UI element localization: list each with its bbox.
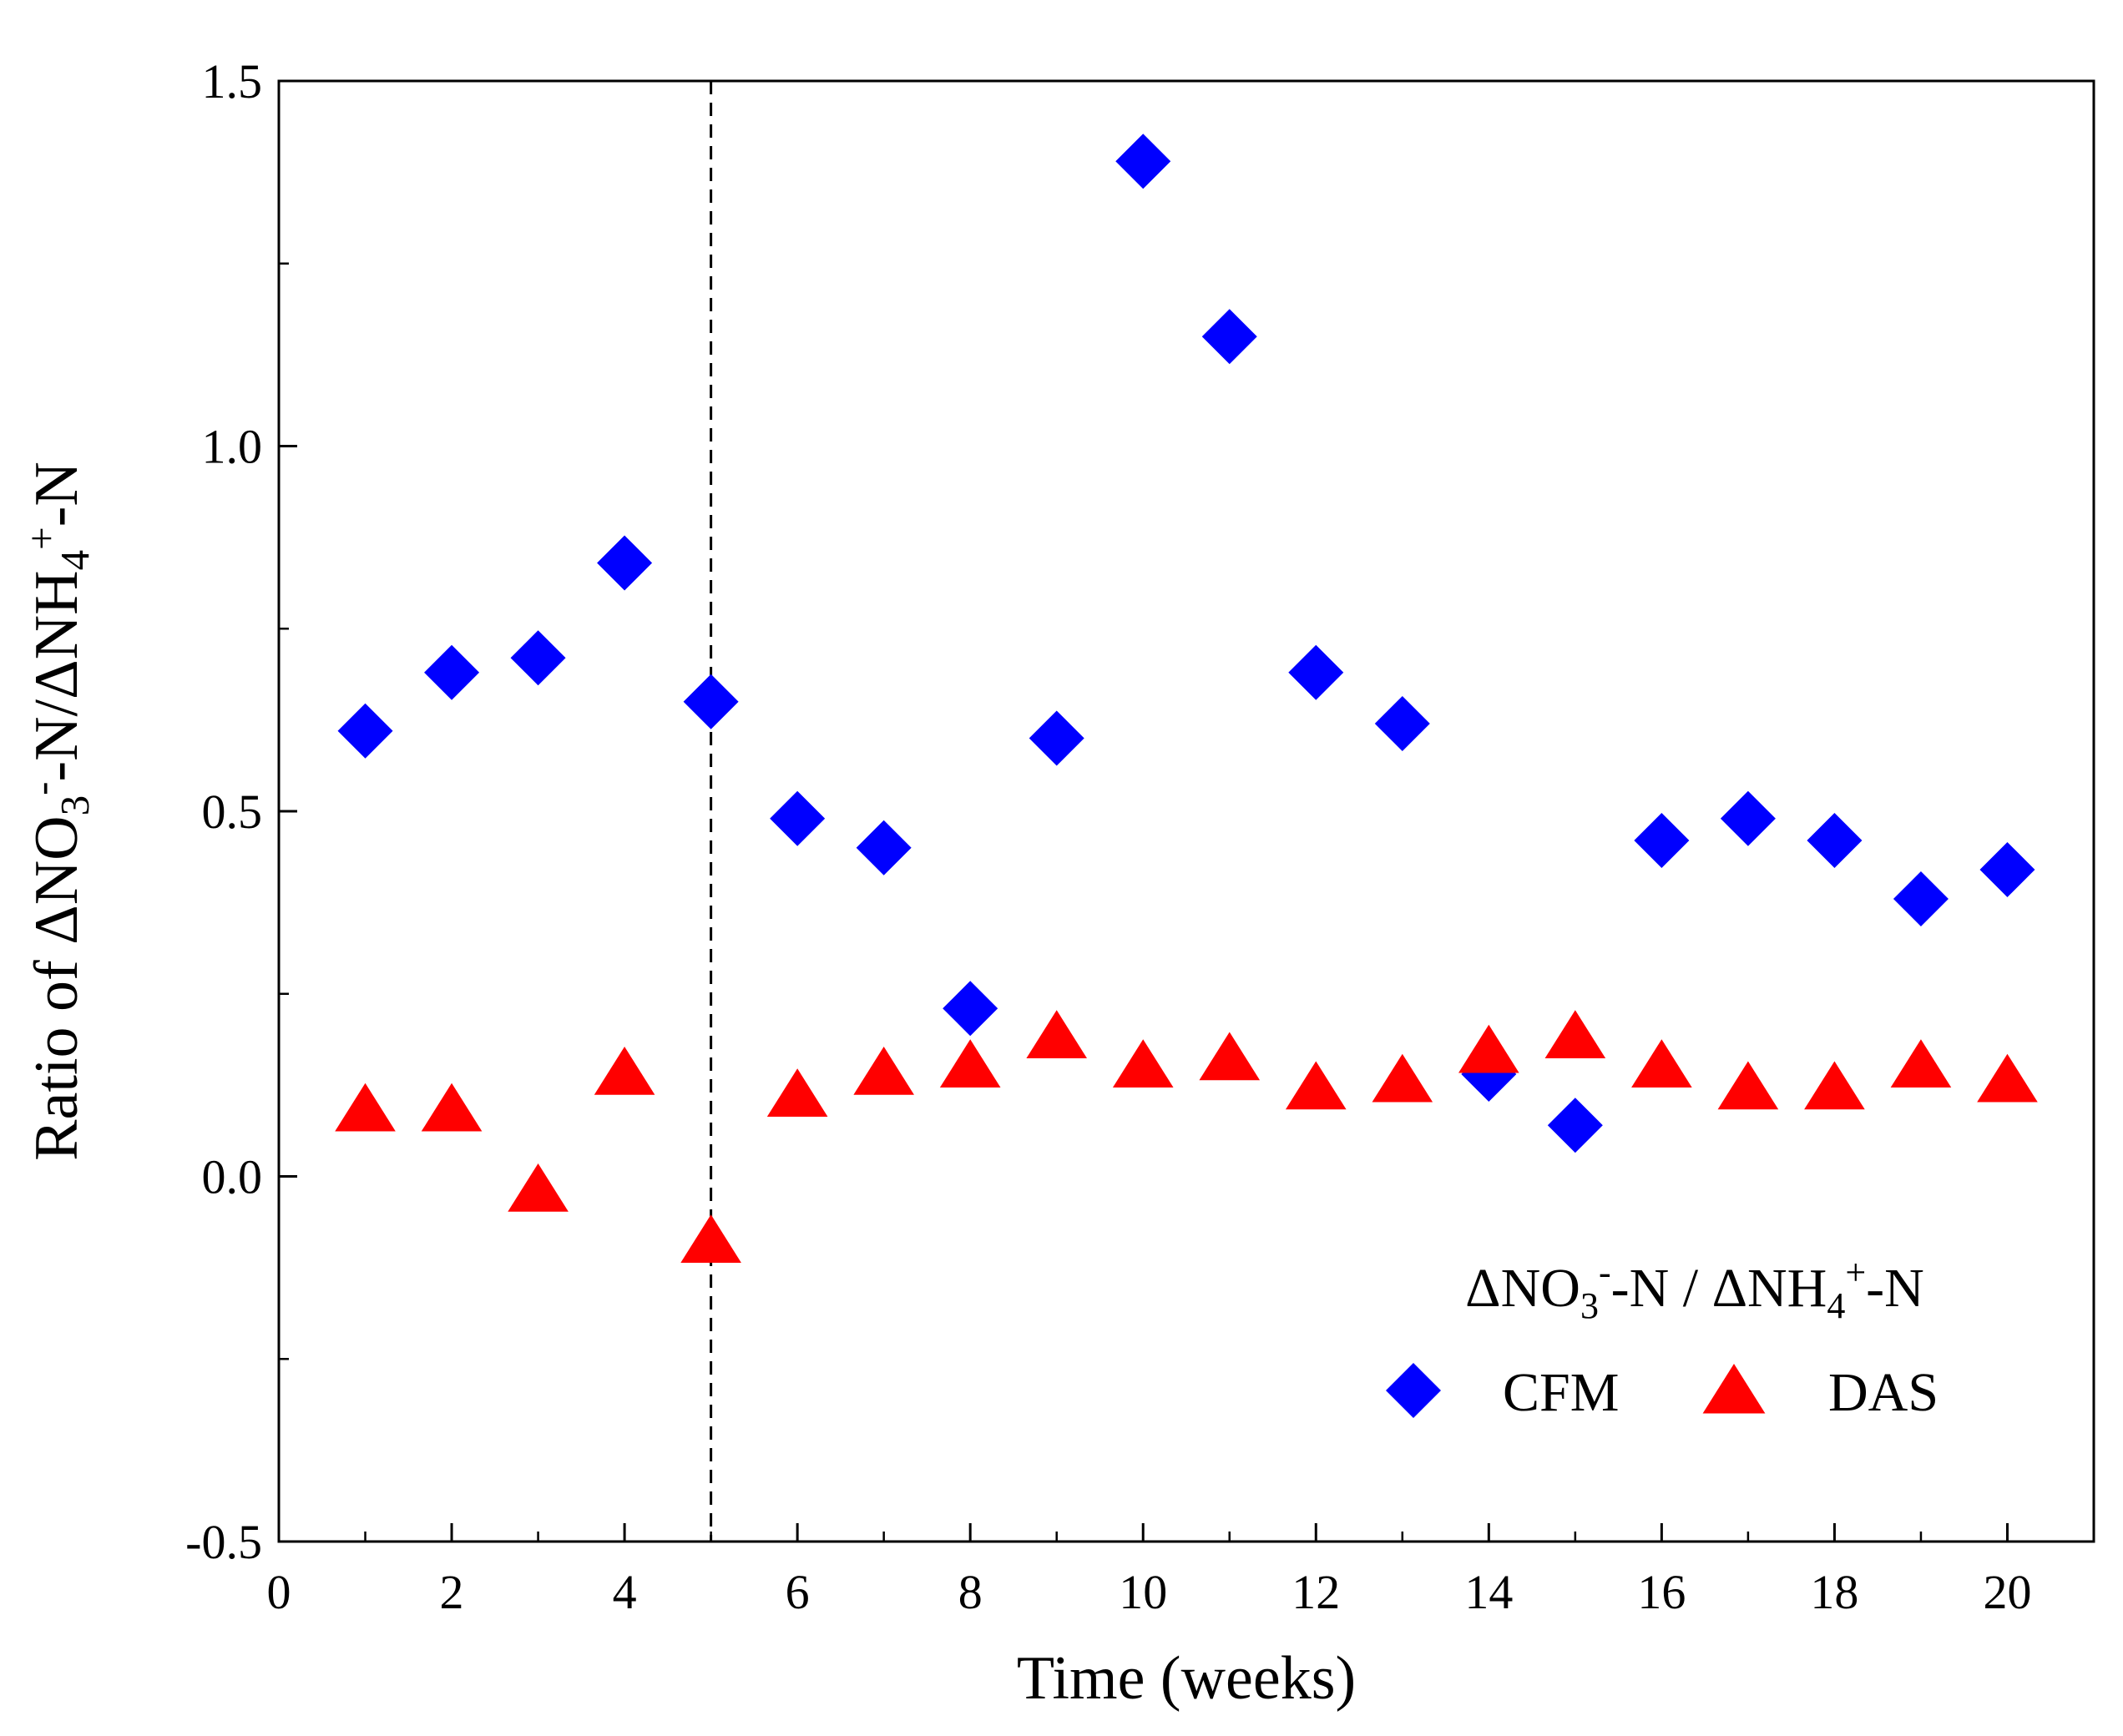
legend-title-part: 4 bbox=[1827, 1285, 1845, 1326]
das-point bbox=[1112, 1039, 1174, 1088]
legend-title-part: 3 bbox=[1580, 1285, 1599, 1326]
x-axis: 0 2 4 6 8 10 12 14 16 18 20 bbox=[267, 1523, 2095, 1619]
cfm-point bbox=[1807, 813, 1863, 868]
y-tick-label: -0.5 bbox=[185, 1515, 262, 1569]
y-tick-label: 0.0 bbox=[202, 1150, 263, 1204]
cfm-point bbox=[337, 703, 393, 759]
legend-title-part: - bbox=[1599, 1252, 1611, 1293]
das-point bbox=[335, 1082, 396, 1132]
y-tick-label: 1.0 bbox=[202, 420, 263, 474]
legend-title: ΔNO3--N / ΔNH4+-N bbox=[1465, 1252, 1924, 1326]
cfm-point bbox=[1979, 842, 2035, 897]
das-point bbox=[594, 1047, 655, 1095]
das-point bbox=[680, 1214, 741, 1263]
y-axis-title-part: + bbox=[18, 527, 64, 550]
cfm-point bbox=[856, 820, 912, 876]
x-tick-label: 8 bbox=[958, 1565, 983, 1619]
cfm-point bbox=[1720, 790, 1776, 846]
x-tick-label: 10 bbox=[1119, 1565, 1167, 1619]
das-point bbox=[1631, 1039, 1692, 1088]
cfm-point bbox=[943, 981, 998, 1037]
x-tick-label: 20 bbox=[1983, 1565, 2031, 1619]
legend-title-part: -N / ΔNH bbox=[1611, 1258, 1827, 1319]
das-point bbox=[1372, 1053, 1433, 1103]
das-point bbox=[1026, 1010, 1088, 1058]
cfm-point bbox=[1029, 710, 1084, 766]
cfm-point bbox=[1547, 1098, 1603, 1153]
legend-title-part: ΔNO bbox=[1465, 1258, 1580, 1319]
cfm-point bbox=[1893, 871, 1949, 926]
cfm-point bbox=[770, 790, 826, 846]
y-axis-title: Ratio of ΔNO3--N/ΔNH4+-N bbox=[18, 462, 98, 1161]
x-tick-label: 14 bbox=[1464, 1565, 1513, 1619]
x-tick-label: 2 bbox=[440, 1565, 464, 1619]
das-point bbox=[508, 1163, 569, 1212]
y-axis-title-part: - bbox=[18, 782, 64, 795]
x-tick-label: 16 bbox=[1637, 1565, 1686, 1619]
legend-title-part: -N bbox=[1866, 1258, 1924, 1319]
y-tick-label: 0.5 bbox=[202, 785, 263, 839]
y-tick-label: 1.5 bbox=[202, 54, 263, 108]
y-axis-title-part: -N bbox=[23, 462, 91, 527]
cfm-point bbox=[424, 644, 480, 700]
y-axis-title-part: -N/ΔNH bbox=[23, 570, 91, 781]
legend-cfm-marker bbox=[1386, 1363, 1441, 1418]
cfm-point bbox=[1288, 644, 1344, 700]
legend-das-label: DAS bbox=[1828, 1362, 1939, 1423]
x-tick-label: 6 bbox=[786, 1565, 810, 1619]
x-tick-label: 4 bbox=[613, 1565, 637, 1619]
das-point bbox=[1544, 1010, 1606, 1058]
das-point bbox=[1717, 1061, 1779, 1110]
cfm-point bbox=[510, 630, 566, 686]
legend-title-part: + bbox=[1845, 1252, 1866, 1293]
cfm-point bbox=[1374, 696, 1430, 751]
plot-frame bbox=[277, 79, 2095, 1543]
cfm-point bbox=[1201, 309, 1257, 365]
cfm-point bbox=[597, 535, 653, 591]
legend-das-marker bbox=[1702, 1364, 1766, 1414]
y-axis-title-part: Ratio of ΔNO bbox=[23, 815, 91, 1160]
data-marks bbox=[335, 134, 2038, 1263]
das-point bbox=[1285, 1061, 1347, 1110]
das-point bbox=[1977, 1053, 2038, 1103]
das-point bbox=[853, 1047, 914, 1095]
x-tick-label: 18 bbox=[1810, 1565, 1858, 1619]
y-axis: -0.5 0.0 0.5 1.0 1.5 bbox=[185, 54, 297, 1569]
y-axis-title-part: 4 bbox=[52, 550, 98, 571]
das-point bbox=[1458, 1024, 1519, 1073]
x-tick-label: 0 bbox=[267, 1565, 291, 1619]
x-axis-title: Time (weeks) bbox=[1017, 1644, 1356, 1713]
das-point bbox=[766, 1068, 828, 1117]
legend-cfm-label: CFM bbox=[1503, 1362, 1619, 1423]
x-tick-label: 12 bbox=[1291, 1565, 1340, 1619]
das-point bbox=[421, 1082, 483, 1132]
cfm-point bbox=[683, 674, 739, 729]
cfm-point bbox=[1634, 813, 1690, 868]
legend: ΔNO3--N / ΔNH4+-N CFM DAS bbox=[1386, 1252, 1939, 1423]
cfm-point bbox=[1115, 134, 1171, 189]
das-point bbox=[1804, 1061, 1865, 1110]
das-point bbox=[1890, 1039, 1952, 1088]
das-point bbox=[939, 1039, 1001, 1088]
das-point bbox=[1199, 1032, 1261, 1081]
y-axis-title-part: 3 bbox=[52, 795, 98, 816]
